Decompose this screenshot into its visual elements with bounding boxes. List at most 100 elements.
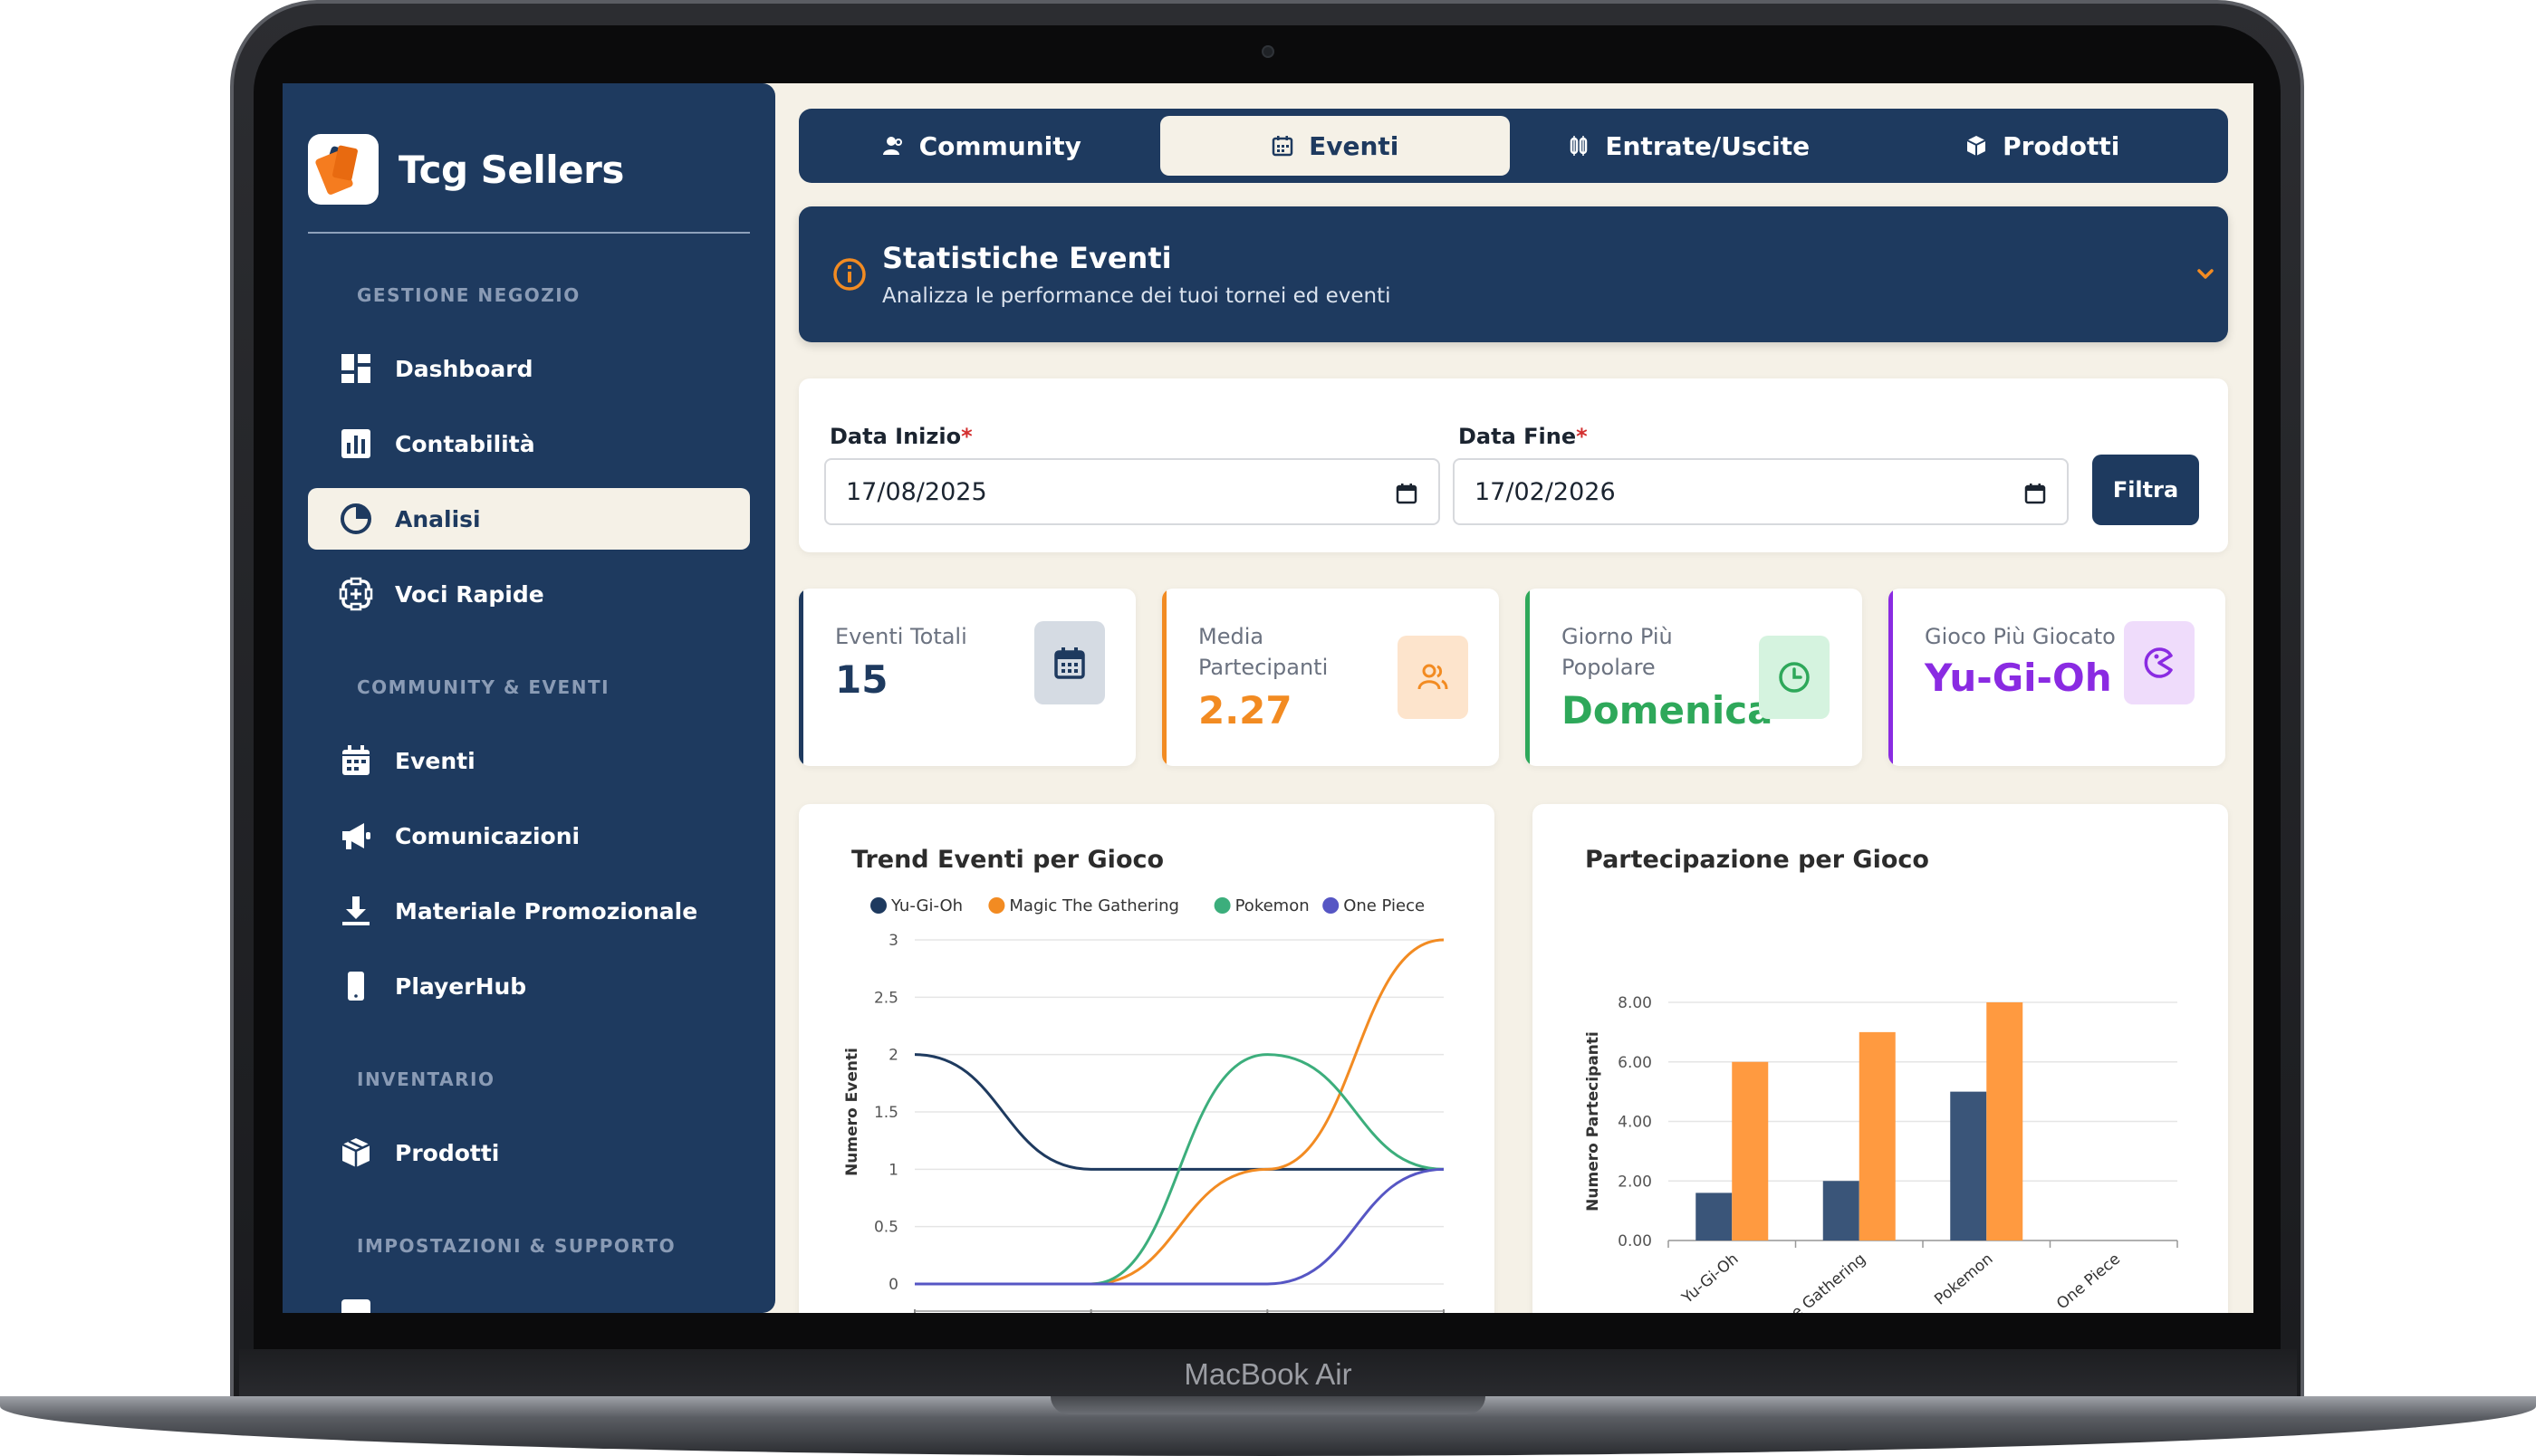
kpi-value: Domenica xyxy=(1561,688,1773,733)
sidebar-item-label: Comunicazioni xyxy=(395,822,581,849)
sidebar-item-label: Analisi xyxy=(395,505,481,532)
start-date-label-text: Data Inizio xyxy=(830,424,962,449)
tab-bar: Community Eventi Entrate/Uscite xyxy=(799,109,2228,183)
tab-entrate-uscite[interactable]: Entrate/Uscite xyxy=(1513,116,1864,176)
legend-label: Yu-Gi-Oh xyxy=(890,896,963,915)
filter-button[interactable]: Filtra xyxy=(2092,455,2199,525)
bar-chart: 0.00 2.00 4.00 6.00 8.00 Numero Partecipanti Y… xyxy=(1584,994,2178,1313)
kpi-card-avg-participants: Media Partecipanti 2.27 xyxy=(1162,589,1499,766)
sidebar-item-comunicazioni[interactable]: Comunicazioni xyxy=(308,805,750,867)
y-tick-label: 6.00 xyxy=(1618,1054,1652,1072)
kpi-label: Giorno Più Popolare xyxy=(1561,624,1673,680)
users-icon xyxy=(882,137,902,155)
sidebar-item-label: Prodotti xyxy=(395,1139,500,1166)
y-tick-label: 1 xyxy=(889,1161,898,1179)
card-accent xyxy=(1888,589,1893,766)
tab-community[interactable]: Community xyxy=(806,116,1157,176)
sidebar-item-materiale-promozionale[interactable]: Materiale Promozionale xyxy=(308,880,750,942)
kpi-card-top-game: Gioco Più Giocato Yu-Gi-Oh xyxy=(1888,589,2225,766)
money-icon xyxy=(1571,136,1588,156)
chart-title: Trend Eventi per Gioco xyxy=(851,846,1165,874)
calendar-icon[interactable] xyxy=(1395,482,1418,505)
box-icon xyxy=(341,1138,370,1167)
bar xyxy=(1695,1193,1733,1240)
sidebar-item-label: Dashboard xyxy=(395,355,533,382)
required-mark: * xyxy=(961,424,973,449)
legend-swatch xyxy=(870,897,887,914)
tab-eventi[interactable]: Eventi xyxy=(1159,116,1510,176)
series-line xyxy=(914,1167,1445,1286)
y-tick-label: 2.5 xyxy=(874,989,898,1007)
section-title-inventario: INVENTARIO xyxy=(357,1068,495,1090)
start-date-value: 17/08/2025 xyxy=(846,477,987,506)
y-tick-label: 0.00 xyxy=(1618,1232,1652,1250)
legend-item: Yu-Gi-Oh xyxy=(870,896,963,915)
banner-title: Statistiche Eventi xyxy=(882,241,1172,275)
sidebar-item-eventi[interactable]: Eventi xyxy=(308,730,750,791)
series-line xyxy=(914,1053,1444,1171)
x-tick-label: Magic The Gathering xyxy=(1734,1250,1869,1313)
bar xyxy=(1732,1061,1769,1240)
sidebar-item-label: Eventi xyxy=(395,747,476,774)
calendar-icon xyxy=(1272,136,1293,157)
sidebar-item-analisi[interactable]: Analisi xyxy=(308,488,750,550)
sidebar: Tcg Sellers GESTIONE NEGOZIO Dashboard C… xyxy=(283,83,775,1313)
end-date-value: 17/02/2026 xyxy=(1475,477,1616,506)
users-icon xyxy=(1398,636,1468,719)
section-title-gestione: GESTIONE NEGOZIO xyxy=(357,284,581,306)
tab-label: Prodotti xyxy=(2003,130,2120,161)
y-tick-label: 8.00 xyxy=(1618,994,1652,1012)
calendar-icon xyxy=(342,745,370,775)
x-tick-label: Yu-Gi-Oh xyxy=(1678,1250,1743,1308)
x-tick-label: One Piece xyxy=(2053,1250,2124,1313)
laptop-notch xyxy=(1051,1396,1485,1414)
tab-label: Eventi xyxy=(1309,130,1399,161)
phone-icon xyxy=(348,972,364,1001)
info-icon xyxy=(833,258,866,291)
banner-subtitle: Analizza le performance dei tuoi tornei … xyxy=(882,284,1391,308)
kpi-value: 15 xyxy=(835,657,889,702)
sidebar-item-voci-rapide[interactable]: Voci Rapide xyxy=(308,563,750,625)
tab-prodotti[interactable]: Prodotti xyxy=(1868,116,2218,176)
pie-chart-icon xyxy=(341,503,371,534)
stats-banner[interactable]: Statistiche Eventi Analizza le performan… xyxy=(799,206,2228,342)
required-mark: * xyxy=(1576,424,1588,449)
y-tick-label: 0 xyxy=(889,1276,898,1294)
legend-item: One Piece xyxy=(1322,896,1425,915)
card-accent xyxy=(1525,589,1530,766)
chevron-down-icon[interactable] xyxy=(2192,261,2219,288)
calendar-icon[interactable] xyxy=(2023,482,2047,505)
legend-label: One Piece xyxy=(1343,896,1425,915)
section-title-community: COMMUNITY & EVENTI xyxy=(357,676,610,698)
bar xyxy=(1950,1091,1987,1240)
app-screen: Tcg Sellers GESTIONE NEGOZIO Dashboard C… xyxy=(283,83,2253,1313)
y-axis-label: Numero Partecipanti xyxy=(1584,1031,1602,1212)
y-tick-label: 0.5 xyxy=(874,1219,898,1237)
y-tick-label: 4.00 xyxy=(1618,1114,1652,1132)
sidebar-item-label: Materiale Promozionale xyxy=(395,897,698,924)
settings-icon[interactable] xyxy=(339,1297,373,1313)
end-date-input[interactable]: 17/02/2026 xyxy=(1453,458,2069,525)
section-title-impostazioni: IMPOSTAZIONI & SUPPORTO xyxy=(357,1235,677,1257)
legend-item: Pokemon xyxy=(1214,896,1310,915)
chart-title: Partecipazione per Gioco xyxy=(1585,846,1929,874)
download-icon xyxy=(342,896,370,925)
box-icon xyxy=(1966,136,1986,156)
sidebar-item-contabilita[interactable]: Contabilità xyxy=(308,413,750,474)
x-tick-label: Pokemon xyxy=(1931,1250,1996,1309)
card-accent xyxy=(1162,589,1167,766)
sidebar-item-dashboard[interactable]: Dashboard xyxy=(308,338,750,399)
kpi-value: 2.27 xyxy=(1198,688,1292,733)
sidebar-item-prodotti[interactable]: Prodotti xyxy=(308,1122,750,1183)
camera-icon xyxy=(1262,45,1274,58)
sidebar-item-playerhub[interactable]: PlayerHub xyxy=(308,955,750,1017)
cards-logo-icon xyxy=(308,134,379,205)
start-date-label: Data Inizio* xyxy=(830,424,973,449)
date-filter-panel: Data Inizio* 17/08/2025 Data Fine* 17/02… xyxy=(799,378,2228,552)
bar xyxy=(1859,1031,1896,1240)
line-chart-card: Trend Eventi per Gioco 0 0.5 1 1.5 2 2.5 3 Nume… xyxy=(799,804,1494,1313)
kpi-card-total-events: Eventi Totali 15 xyxy=(799,589,1136,766)
start-date-input[interactable]: 17/08/2025 xyxy=(824,458,1440,525)
brand[interactable]: Tcg Sellers xyxy=(308,134,624,205)
kpi-card-popular-day: Giorno Più Popolare Domenica xyxy=(1525,589,1862,766)
